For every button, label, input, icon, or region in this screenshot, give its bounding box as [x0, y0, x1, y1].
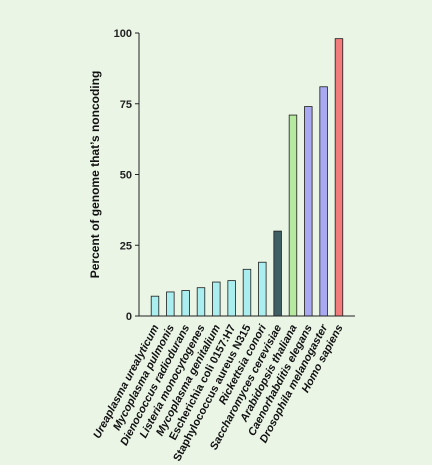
bar: [166, 291, 175, 317]
y-tick-label: 75: [120, 99, 132, 111]
y-tick-label: 25: [120, 240, 132, 252]
bar: [196, 287, 206, 317]
bar: [181, 290, 190, 317]
bars: [150, 38, 344, 317]
y-tick-label: 0: [126, 311, 132, 323]
bar: [288, 114, 298, 317]
bar: [304, 106, 313, 317]
bar: [227, 280, 236, 317]
bar: [212, 281, 221, 317]
bar: [150, 295, 160, 317]
bar: [319, 86, 328, 317]
bar: [334, 38, 344, 317]
bar: [273, 230, 282, 317]
y-axis-title: Percent of genome that’s noncoding: [88, 71, 102, 279]
bar: [242, 268, 252, 317]
bar: [258, 261, 267, 317]
y-tick-label: 50: [120, 170, 132, 182]
y-axis-ticks: 0 25 50 75 100: [114, 28, 139, 323]
y-tick-label: 100: [114, 28, 132, 40]
